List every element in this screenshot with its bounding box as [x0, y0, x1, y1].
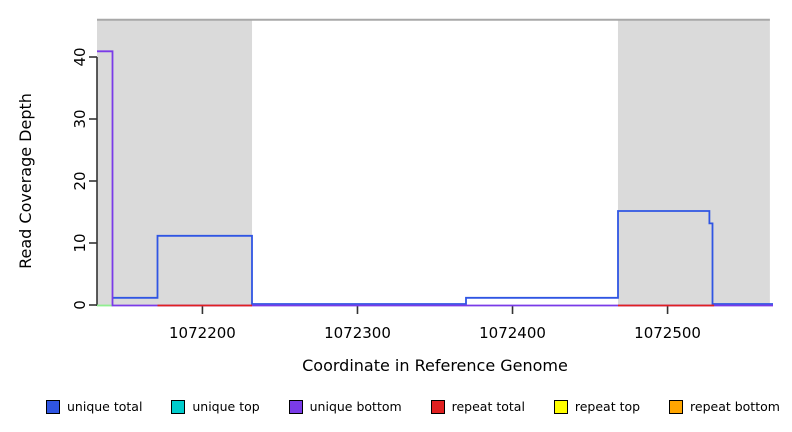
y-tick-label: 20 — [71, 171, 89, 190]
legend-item-unique-total: unique total — [46, 399, 142, 414]
coverage-line-unique-bottom — [97, 50, 773, 307]
legend-label: unique top — [192, 399, 260, 414]
legend-label: unique total — [67, 399, 143, 414]
legend-label: repeat bottom — [690, 399, 780, 414]
legend-label: repeat top — [574, 399, 641, 414]
x-tick-label: 1072200 — [169, 324, 236, 342]
coverage-chart: 0 10 20 30 40 1072200 1072300 1072400 1072500 Co… — [16, 18, 773, 375]
repeat-region-rect — [97, 19, 253, 306]
x-tick-label: 1072500 — [634, 324, 701, 342]
repeat-region-rect — [617, 19, 770, 306]
y-tick-label: 0 — [71, 300, 89, 310]
legend-item-repeat-total: repeat total — [430, 399, 525, 414]
y-axis-title: Read Coverage Depth — [16, 93, 35, 269]
x-axis-title: Coordinate in Reference Genome — [302, 356, 568, 375]
legend-item-unique-bottom: unique bottom — [288, 399, 402, 414]
legend-swatch-icon — [288, 399, 303, 414]
legend-label: unique bottom — [309, 399, 402, 414]
y-tick-label: 30 — [71, 109, 89, 128]
legend-swatch-icon — [553, 399, 568, 414]
y-tick-label: 40 — [71, 47, 89, 66]
legend-swatch-icon — [46, 399, 60, 414]
legend-item-unique-top: unique top — [171, 399, 260, 414]
legend-item-repeat-top: repeat top — [553, 399, 641, 414]
chart-legend: unique total unique top unique bottom repea… — [0, 385, 792, 432]
legend-label: repeat total — [451, 399, 525, 414]
legend-swatch-icon — [669, 399, 684, 414]
legend-item-repeat-bottom: repeat bottom — [669, 399, 780, 414]
x-tick-label: 1072300 — [324, 324, 391, 342]
legend-swatch-icon — [430, 399, 445, 414]
y-tick-label: 10 — [71, 233, 89, 252]
coverage-line-unique-total — [112, 210, 773, 305]
x-tick-label: 1072400 — [479, 324, 546, 342]
legend-swatch-icon — [171, 399, 186, 414]
